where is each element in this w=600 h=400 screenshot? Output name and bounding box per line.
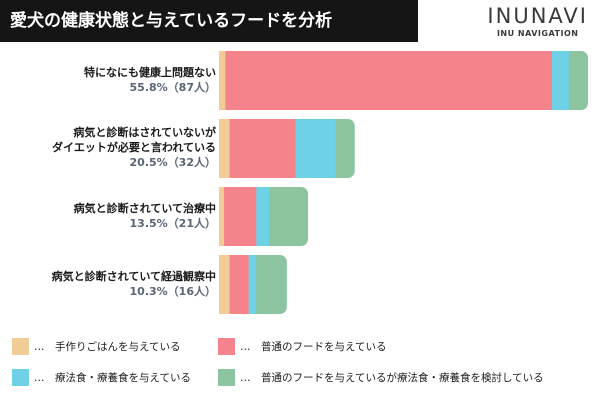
bar-segment-3-4-corner [269,187,277,246]
brand-name: INUNAVI [487,4,588,28]
category-label-2-line-2: ダイエットが必要と言われている [51,141,216,154]
category-share-3: 13.5%（21人） [129,216,216,230]
page-title: 愛犬の健康状態と与えているフードを分析 [0,0,418,42]
category-share-1: 55.8%（87人） [129,80,216,94]
legend-label-3: … 療法食・療養食を与えている [34,371,191,384]
bar-segment-2-4-corner [335,119,343,178]
bar-segment-3-3 [256,187,270,246]
brand-logo: INUNAVI INU NAVIGATION [487,4,588,40]
bar-segment-4-3 [248,255,257,314]
legend-swatch-1 [12,337,29,355]
bar-segment-2-2 [229,119,296,178]
bar-segment-1-4-corner [568,51,576,110]
bar-segment-1-2 [225,51,553,110]
bar-segment-1-3 [551,51,570,110]
legend-swatch-3 [12,368,29,386]
category-label-1: 特になにも健康上問題ない [84,65,216,79]
category-label-2-line-1: 病気と診断はされていないが [73,126,216,139]
legend-swatch-4 [218,368,235,386]
bar-segment-3-4 [269,187,309,246]
legend-item-3: … 療法食・療養食を与えている [12,367,191,387]
bar-segment-2-1 [219,119,231,178]
legend-swatch-2 [218,337,235,355]
legend-item-4: … 普通のフードを与えているが療法食・療養食を検討している [218,367,544,387]
legend-item-2: … 普通のフードを与えている [218,336,386,356]
legend-label-1: … 手作りごはんを与えている [34,340,181,353]
legend-label-2: … 普通のフードを与えている [240,340,387,353]
bar-segment-4-4-corner [256,255,264,314]
category-label-4: 病気と診断されていて経過観察中 [51,269,216,283]
category-label-3: 病気と診断されていて治療中 [73,201,216,215]
bar-segment-1-1 [219,51,226,110]
legend-label-4: … 普通のフードを与えているが療法食・療養食を検討している [240,371,544,384]
bar-segment-4-2 [229,255,250,314]
category-share-4: 10.3%（16人） [129,284,216,298]
category-share-2: 20.5%（32人） [129,156,216,169]
bar-segment-2-3 [295,119,337,178]
bar-segment-4-1 [219,255,231,314]
brand-tagline: INU NAVIGATION [496,29,579,38]
bar-segment-4-4 [256,255,287,314]
legend-item-1: … 手作りごはんを与えている [12,336,180,356]
bar-segment-3-2 [224,187,257,246]
bar-segment-3-1 [219,187,225,246]
